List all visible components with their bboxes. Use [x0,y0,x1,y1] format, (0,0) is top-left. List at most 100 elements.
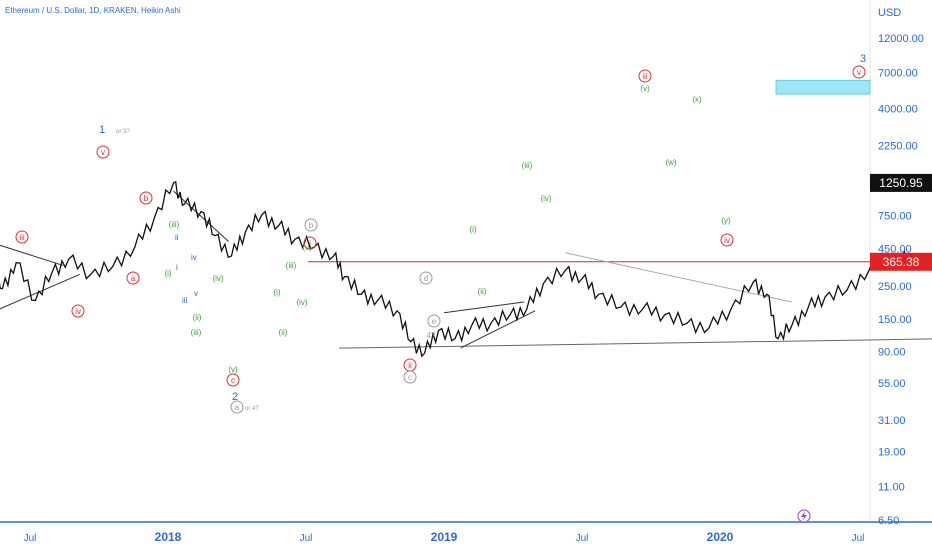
label-iii-top: iii [642,72,648,81]
label-i-red-circle [303,236,317,250]
label-d-gray-circle [419,271,433,285]
wave-label-green: (iv) [212,274,223,283]
wave-4-question-label: 4? [427,331,436,340]
y-tick-label: 6.50 [878,515,899,527]
label-iii-top-circle [638,69,652,83]
label-a-gray-circle [230,400,244,414]
wedge-upper-line [443,301,525,314]
wave-label-green: (iii) [286,261,297,270]
y-tick-label: 7000.00 [878,68,918,80]
label-iii-red-circle [15,230,29,244]
y-tick-label: 250.00 [878,281,912,293]
last-price-badge-bg [870,173,932,192]
y-tick-label: 750.00 [878,211,912,223]
y-tick-label: 450.00 [878,243,912,255]
label-ii-red: ii [408,361,412,370]
descending-trendline [565,252,792,303]
label-v-target-circle [852,65,866,79]
y-tick-label: 4000.00 [878,103,918,115]
target-zone-box [775,79,871,95]
time-axis-background [0,522,932,550]
currency-label: USD [878,7,901,19]
label-b-red: b [144,194,149,203]
wedge-lower-line [460,310,536,349]
y-tick-label: 55.00 [878,378,906,390]
label-c-gray-circle [403,370,417,384]
y-tick-label: 31.00 [878,415,906,427]
y-tick-label: 2250.00 [878,140,918,152]
label-v-red: v [101,148,105,157]
triangle-lower-line [0,273,80,310]
wave-label-green: (x) [692,95,702,104]
label-iv-red-circle [71,304,85,318]
y-tick-label: 12000.00 [878,33,924,45]
label-e-gray-circle [427,314,441,328]
wave-label-green: (i) [273,288,280,297]
wave-label-green: (v) [228,365,238,374]
wave-label-green: (ii) [193,313,202,322]
label-iii-red: iii [19,233,25,242]
label-b-gray: b [309,221,314,230]
label-iv-lower-circle [720,233,734,247]
triangle-upper-line [0,244,64,266]
y-tick-label: 11.00 [878,481,905,493]
label-a-gray: a [235,403,240,412]
wave-label-green: (i) [164,269,171,278]
wave-label-green: (ii) [478,287,487,296]
wave-v-blue: v [194,289,198,298]
wave-label-green: (v) [640,84,650,93]
wave-or-4-label: or 4? [245,406,259,412]
label-iv-lower: iv [724,236,730,245]
wave-iii-blue: iii [182,296,188,305]
price-series-line [0,180,932,358]
lightning-icon-glyph [801,511,807,521]
label-a-red: a [131,274,136,283]
wave-ii-blue: ii [175,233,179,242]
wave-label-green: (iii) [522,161,533,170]
x-tick-label: 2019 [431,530,458,544]
wave-label-green: (w) [665,158,676,167]
label-v-target: v [857,68,861,77]
support-price-badge-bg [870,252,932,271]
label-e-gray: e [432,317,437,326]
wave-or-3-label: or 3? [116,129,130,135]
label-d-gray: d [424,274,428,283]
wave-label-green: (i) [469,225,476,234]
last-price-badge: 1250.95 [879,176,923,190]
correction-line [173,190,230,243]
x-tick-label: Jul [300,533,313,544]
label-c-gray: c [408,373,412,382]
wave-label-green: (v) [302,243,312,252]
support-price-badge: 365.38 [883,255,920,269]
wave-label-green: (iv) [540,194,551,203]
y-tick-label: 150.00 [878,314,912,326]
label-c-red: c [231,376,235,385]
wave-label-green: (iii) [191,328,202,337]
label-iv-red: iv [75,307,81,316]
base-trendline [339,338,932,349]
label-i-red: i [309,239,311,248]
wave-iv-blue: iv [191,253,197,262]
wave-label-green: (y) [721,216,731,225]
label-a-red-circle [126,271,140,285]
label-v-red-circle [96,145,110,159]
wave-1-label: 1 [99,124,105,136]
wave-label-green: (iii) [169,220,180,229]
wave-label-green: (ii) [279,328,288,337]
x-tick-label: 2018 [155,530,182,544]
label-b-gray-circle [304,218,318,232]
y-tick-label: 90.00 [878,347,906,359]
label-b-red-circle [139,191,153,205]
y-tick-label: 19.00 [878,446,906,458]
wave-2-label: 2 [232,391,238,403]
x-tick-label: 2020 [707,530,734,544]
wave-i-blue: i [176,263,178,272]
x-tick-label: Jul [852,533,865,544]
wave-3-label: 3 [860,53,866,65]
label-c-red-circle [226,373,240,387]
wave-label-green: (iv) [296,298,307,307]
x-tick-label: Jul [24,533,37,544]
x-tick-label: Jul [576,533,589,544]
chart-title: Ethereum / U.S. Dollar, 1D, KRAKEN, Heik… [5,6,181,15]
